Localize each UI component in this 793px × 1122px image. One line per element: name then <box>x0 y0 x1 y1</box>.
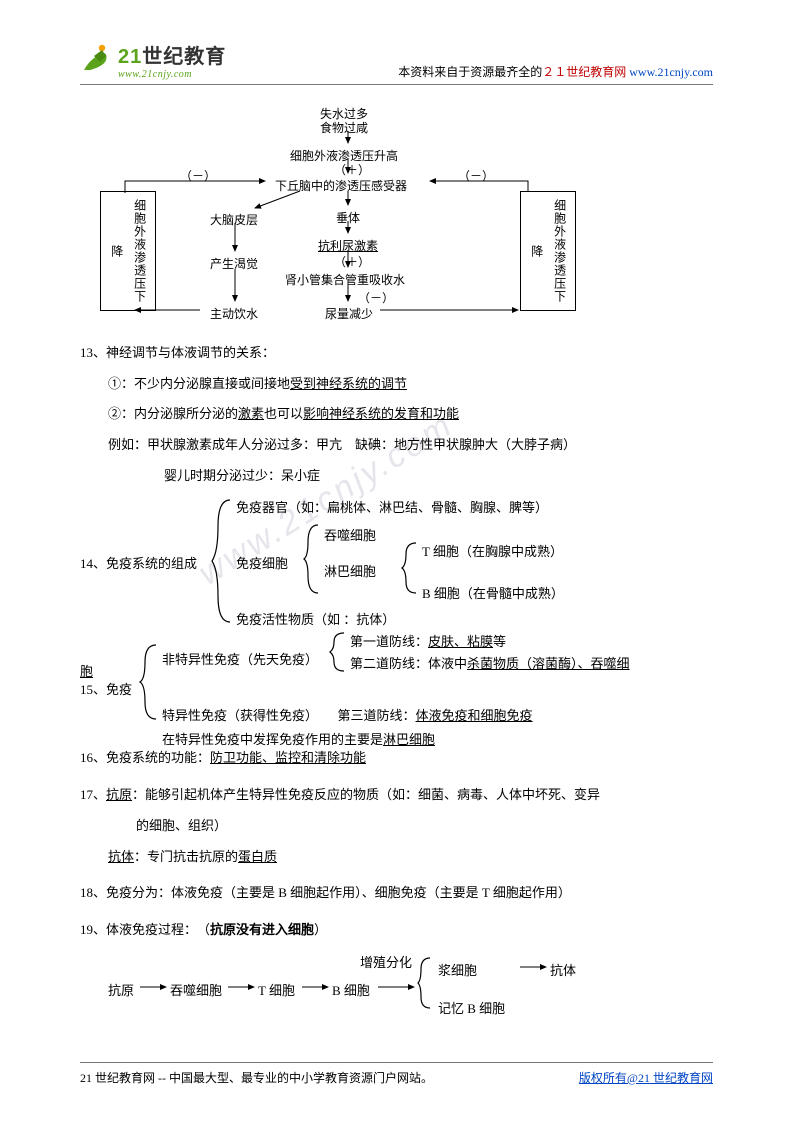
p17-l2: 的细胞、组织） <box>80 814 713 839</box>
water-balance-diagram: 失水过多 食物过咸 细胞外液渗透压升高 下丘脑中的渗透压感受器 大脑皮层 垂体 … <box>80 103 713 333</box>
d1-plus2: （＋） <box>334 251 370 274</box>
p14-brace: 14、免疫系统的组成 免疫器官（如：扁桃体、淋巴结、骨髓、胸腺、脾等） 免疫细胞… <box>80 496 713 626</box>
p19-label-top: 增殖分化 <box>360 951 412 976</box>
d1-plus1: （＋） <box>334 159 370 182</box>
p19-n5b: 记忆 B 细胞 <box>438 997 505 1022</box>
p19-n5a: 浆细胞 <box>438 959 477 984</box>
p19-n3: T 细胞 <box>258 979 295 1004</box>
p15-note: 在特异性免疫中发挥免疫作用的主要是淋巴细胞 <box>162 728 435 753</box>
p19-n4: B 细胞 <box>332 979 370 1004</box>
logo-domain: www.21cnjy.com <box>118 69 226 80</box>
logo-cn: 21世纪教育 <box>118 40 226 69</box>
p14-c: 免疫活性物质（如 ：抗体） <box>236 608 395 633</box>
footer-right: 版权所有@21 世纪教育网 <box>579 1069 713 1086</box>
page-header: 21世纪教育 www.21cnjy.com 本资料来自于资源最齐全的２１世纪教育… <box>80 40 713 85</box>
footer-link[interactable]: 版权所有@21 世纪教育网 <box>579 1071 713 1085</box>
d1-minus3: （－） <box>358 287 394 310</box>
d1-minus2: （－） <box>458 165 494 188</box>
p19-n5a-out: 抗体 <box>550 959 576 984</box>
header-link[interactable]: www.21cnjy.com <box>626 65 713 79</box>
p14-b1: 吞噬细胞 <box>324 524 376 549</box>
main-content: 失水过多 食物过咸 细胞外液渗透压升高 下丘脑中的渗透压感受器 大脑皮层 垂体 … <box>80 103 713 1019</box>
d1-n3m: 垂体 <box>336 207 360 230</box>
d1-n4l: 产生渴觉 <box>210 253 258 276</box>
d1-left-box: 细胞外液渗透压下降 <box>100 191 156 311</box>
d1-top2: 食物过咸 <box>320 117 368 140</box>
header-slogan: 本资料来自于资源最齐全的２１世纪教育网 www.21cnjy.com <box>398 63 713 80</box>
p13-l4: 婴儿时期分泌过少：呆小症 <box>80 464 713 489</box>
page-footer: 21 世纪教育网 -- 中国最大型、最专业的中小学教育资源门户网站。 版权所有@… <box>80 1062 713 1086</box>
footer-left: 21 世纪教育网 -- 中国最大型、最专业的中小学教育资源门户网站。 <box>80 1069 433 1086</box>
p19-title: 19、体液免疫过程： （抗原没有进入细胞） <box>80 918 713 943</box>
p15-b: 特异性免疫（获得性免疫） 第三道防线：体液免疫和细胞免疫 <box>162 704 533 729</box>
p14-label: 14、免疫系统的组成 <box>80 552 197 577</box>
p13-l1: ①：不少内分泌腺直接或间接地受到神经系统的调节 <box>80 372 713 397</box>
d1-minus1: （－） <box>180 165 216 188</box>
p15-label: 15、免疫 <box>80 678 132 703</box>
logo-text: 21世纪教育 www.21cnjy.com <box>118 40 226 80</box>
p17-l3: 抗体：专门抗击抗原的蛋白质 <box>80 845 713 870</box>
p17-l1: 17、抗原：能够引起机体产生特异性免疫反应的物质（如：细菌、病毒、人体中坏死、变… <box>80 783 713 808</box>
p13-l3: 例如：甲状腺激素成年人分泌过多：甲亢 缺碘：地方性甲状腺肿大（大脖子病） <box>80 433 713 458</box>
d1-n3l: 大脑皮层 <box>210 209 258 232</box>
p19-n2: 吞噬细胞 <box>170 979 222 1004</box>
p14-b2a: T 细胞（在胸腺中成熟） <box>422 540 563 565</box>
p15-a1: 第一道防线：皮肤、粘膜等 <box>350 630 506 655</box>
d1-n5l: 主动饮水 <box>210 303 258 326</box>
p14-b2b: B 细胞（在骨髓中成熟） <box>422 582 564 607</box>
d1-right-box: 细胞外液渗透压下降 <box>520 191 576 311</box>
logo-runner-icon <box>80 42 114 78</box>
p15-a2: 第二道防线：体液中杀菌物质（溶菌酶）、吞噬细 <box>350 652 630 677</box>
p15-a: 非特异性免疫（先天免疫） <box>162 648 318 673</box>
p14-a: 免疫器官（如：扁桃体、淋巴结、骨髓、胸腺、脾等） <box>236 496 548 521</box>
p15-brace: 胞 15、免疫 非特异性免疫（先天免疫） 第一道防线：皮肤、粘膜等 第二道防线：… <box>80 630 713 740</box>
p19-n1: 抗原 <box>108 979 134 1004</box>
p14-b: 免疫细胞 <box>236 552 288 577</box>
p14-b2: 淋巴细胞 <box>324 560 376 585</box>
p19-diagram: 抗原 吞噬细胞 T 细胞 B 细胞 增殖分化 浆细胞 抗体 记忆 B 细胞 <box>80 949 713 1019</box>
p18: 18、免疫分为：体液免疫（主要是 B 细胞起作用）、细胞免疫（主要是 T 细胞起… <box>80 881 713 906</box>
p13-l2: ②：内分泌腺所分泌的激素也可以影响神经系统的发育和功能 <box>80 402 713 427</box>
p13-title: 13、神经调节与体液调节的关系： <box>80 341 713 366</box>
site-logo: 21世纪教育 www.21cnjy.com <box>80 40 226 80</box>
